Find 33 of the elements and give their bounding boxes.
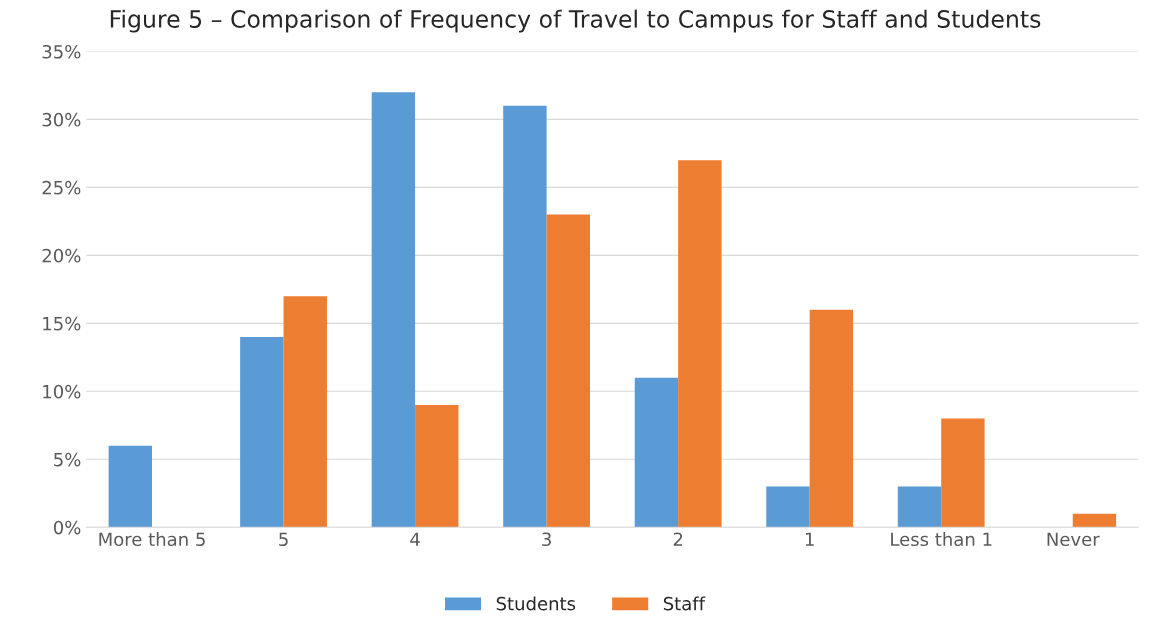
bar [415,404,459,528]
bar [503,105,547,528]
bar [283,296,327,528]
x-tick-label: 5 [279,532,288,547]
bar [809,309,854,528]
y-tick-label: 25% [42,180,81,195]
bar [1072,513,1117,528]
bar [634,377,679,528]
bar [371,92,416,528]
chart-title: Figure 5 – Comparison of Frequency of Travel to Campus for Staff and Students [110,9,1041,33]
legend-label: Students [496,596,576,611]
x-tick-label: 3 [542,532,551,547]
y-tick-label: 35% [42,44,81,59]
bar [108,445,153,528]
y-tick-label: 15% [43,316,81,331]
bar [678,160,722,528]
y-tick-label: 30% [42,112,81,127]
legend-label: Staff [663,596,706,611]
bar [766,486,810,528]
x-tick-label: 4 [410,532,420,546]
bar [941,418,985,528]
x-tick-label: More than 5 [99,532,205,547]
y-tick-label: 10% [43,384,81,399]
y-tick-label: 5% [54,452,81,467]
bar [546,214,591,528]
x-tick-label: 2 [673,532,683,546]
x-tick-label: 1 [805,532,814,546]
y-tick-label: 0% [53,520,81,535]
x-tick-label: Less than 1 [891,532,992,547]
bar [897,486,942,528]
y-tick-label: 20% [42,248,81,263]
bar [240,336,284,528]
x-tick-label: Never [1047,532,1100,547]
